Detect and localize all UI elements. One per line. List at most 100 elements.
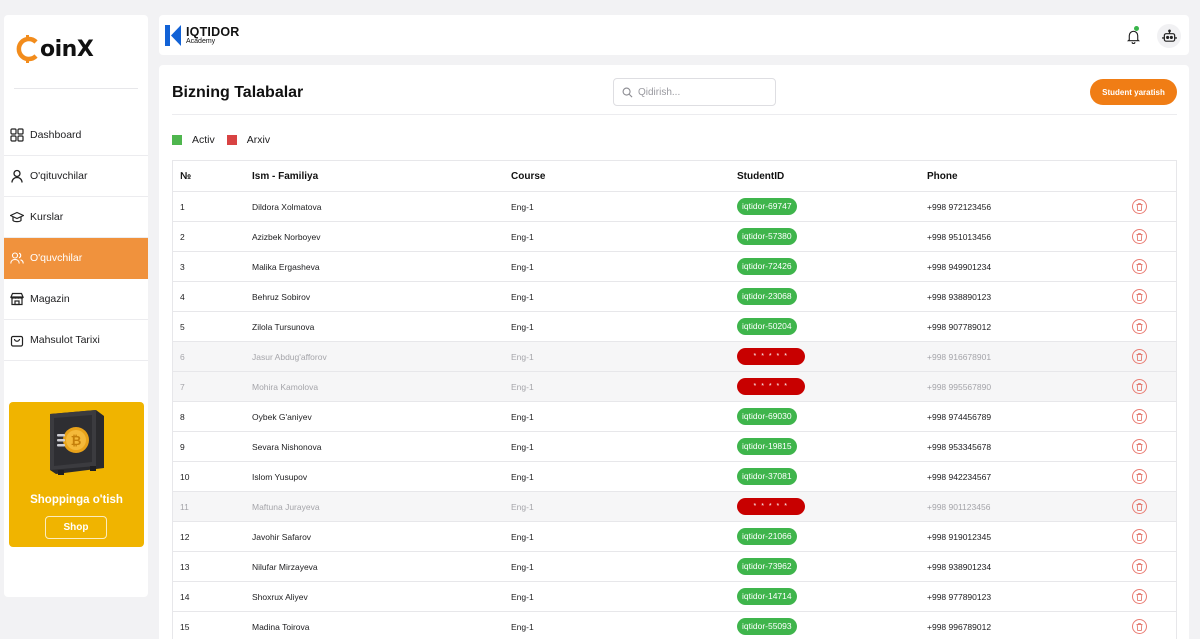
- brand-name: IQTIDOR: [186, 24, 240, 39]
- delete-button[interactable]: [1132, 289, 1147, 304]
- notification-bell-icon[interactable]: [1122, 25, 1144, 47]
- sidebar-item-label: Dashboard: [30, 129, 82, 141]
- student-course: Eng-1: [511, 321, 534, 332]
- student-name: Islom Yusupov: [252, 471, 308, 482]
- sidebar-item-students[interactable]: O'quvchilar: [4, 238, 148, 279]
- delete-button[interactable]: [1132, 319, 1147, 334]
- delete-button[interactable]: [1132, 229, 1147, 244]
- row-number: 12: [180, 531, 190, 542]
- student-course: Eng-1: [511, 201, 534, 212]
- trash-icon: [1136, 592, 1143, 601]
- row-number: 9: [180, 441, 185, 452]
- sidebar-item-dashboard[interactable]: Dashboard: [4, 115, 148, 156]
- table-row[interactable]: 6 Jasur Abdug'afforov Eng-1 * * * * * +998 9…: [173, 342, 1176, 372]
- row-number: 7: [180, 381, 185, 392]
- column-header-course: Course: [511, 170, 546, 182]
- users-icon: [10, 251, 24, 265]
- table-row[interactable]: 3 Malika Ergasheva Eng-1 iqtidor-72426 +998 …: [173, 252, 1176, 282]
- student-id-badge: iqtidor-72426: [737, 258, 797, 275]
- student-id-badge: iqtidor-37081: [737, 468, 797, 485]
- sidebar-item-product-history[interactable]: Mahsulot Tarixi: [4, 320, 148, 361]
- delete-button[interactable]: [1132, 349, 1147, 364]
- shop-button[interactable]: Shop: [45, 516, 107, 539]
- table-row[interactable]: 14 Shoxrux Aliyev Eng-1 iqtidor-14714 +998 9…: [173, 582, 1176, 612]
- student-phone: +998 949901234: [927, 261, 992, 272]
- delete-button[interactable]: [1132, 409, 1147, 424]
- sidebar-item-courses[interactable]: Kurslar: [4, 197, 148, 238]
- student-name: Behruz Sobirov: [252, 291, 311, 302]
- trash-icon: [1136, 202, 1143, 211]
- promo-title: Shoppinga o'tish: [30, 494, 123, 506]
- user-icon: [10, 169, 24, 183]
- robot-assistant-icon[interactable]: [1157, 24, 1181, 48]
- table-row[interactable]: 13 Nilufar Mirzayeva Eng-1 iqtidor-73962 +99…: [173, 552, 1176, 582]
- student-id-badge: * * * * *: [737, 498, 805, 515]
- student-name: Azizbek Norboyev: [252, 231, 321, 242]
- trash-icon: [1136, 322, 1143, 331]
- table-row[interactable]: 7 Mohira Kamolova Eng-1 * * * * * +998 99556…: [173, 372, 1176, 402]
- brand-subtitle: Academy: [186, 37, 216, 45]
- students-table: № Ism - Familiya Course StudentID Phone …: [172, 160, 1177, 639]
- table-row[interactable]: 11 Maftuna Jurayeva Eng-1 * * * * * +998 901…: [173, 492, 1176, 522]
- delete-button[interactable]: [1132, 529, 1147, 544]
- table-row[interactable]: 8 Oybek G'aniyev Eng-1 iqtidor-69030 +998 97…: [173, 402, 1176, 432]
- table-row[interactable]: 4 Behruz Sobirov Eng-1 iqtidor-23068 +998 93…: [173, 282, 1176, 312]
- student-id-badge: iqtidor-55093: [737, 618, 797, 635]
- student-id-badge: iqtidor-21066: [737, 528, 797, 545]
- table-row[interactable]: 15 Madina Toirova Eng-1 iqtidor-55093 +998 9…: [173, 612, 1176, 639]
- delete-button[interactable]: [1132, 559, 1147, 574]
- sidebar-item-store[interactable]: Magazin: [4, 279, 148, 320]
- student-id-badge: iqtidor-57380: [737, 228, 797, 245]
- coinx-logo[interactable]: oinX: [15, 33, 94, 65]
- iqtidor-brand[interactable]: IQTIDOR Academy: [165, 25, 239, 46]
- sidebar-item-label: Kurslar: [30, 211, 64, 223]
- row-number: 1: [180, 201, 185, 212]
- divider: [14, 88, 138, 89]
- table-row[interactable]: 9 Sevara Nishonova Eng-1 iqtidor-19815 +998 …: [173, 432, 1176, 462]
- student-phone: +998 951013456: [927, 231, 992, 242]
- search-input[interactable]: [638, 86, 768, 98]
- trash-icon: [1136, 502, 1143, 511]
- active-swatch: [172, 135, 182, 145]
- table-row[interactable]: 10 Islom Yusupov Eng-1 iqtidor-37081 +998 94…: [173, 462, 1176, 492]
- delete-button[interactable]: [1132, 589, 1147, 604]
- student-id-badge: * * * * *: [737, 348, 805, 365]
- delete-button[interactable]: [1132, 259, 1147, 274]
- create-student-button[interactable]: Student yaratish: [1090, 79, 1177, 105]
- table-row[interactable]: 1 Dildora Xolmatova Eng-1 iqtidor-69747 +998…: [173, 192, 1176, 222]
- student-name: Mohira Kamolova: [252, 381, 319, 392]
- delete-button[interactable]: [1132, 199, 1147, 214]
- student-phone: +998 974456789: [927, 411, 992, 422]
- student-id-badge: iqtidor-50204: [737, 318, 797, 335]
- archive-swatch: [226, 135, 237, 145]
- search-box[interactable]: [613, 78, 776, 106]
- graduation-cap-icon: [10, 210, 24, 224]
- delete-button[interactable]: [1132, 469, 1147, 484]
- student-phone: +998 916678901: [927, 351, 992, 362]
- sidebar-item-label: Mahsulot Tarixi: [30, 334, 100, 346]
- sidebar-item-teachers[interactable]: O'qituvchilar: [4, 156, 148, 197]
- delete-button[interactable]: [1132, 439, 1147, 454]
- student-course: Eng-1: [511, 441, 534, 452]
- delete-button[interactable]: [1132, 619, 1147, 634]
- trash-icon: [1136, 262, 1143, 271]
- search-icon: [622, 87, 633, 97]
- trash-icon: [1136, 442, 1143, 451]
- table-row[interactable]: 5 Zilola Tursunova Eng-1 iqtidor-50204 +998 …: [173, 312, 1176, 342]
- table-row[interactable]: 12 Javohir Safarov Eng-1 iqtidor-21066 +998 …: [173, 522, 1176, 552]
- student-id-badge: iqtidor-69747: [737, 198, 797, 215]
- trash-icon: [1136, 352, 1143, 361]
- sidebar: oinX Dashboard O'qituvchilar Kurslar O': [4, 15, 148, 597]
- delete-button[interactable]: [1132, 499, 1147, 514]
- notification-dot: [1134, 26, 1139, 31]
- student-id-badge: * * * * *: [737, 378, 805, 395]
- row-number: 8: [180, 411, 185, 422]
- student-phone: +998 919012345: [927, 531, 992, 542]
- student-course: Eng-1: [511, 591, 534, 602]
- row-number: 4: [180, 291, 185, 302]
- student-phone: +998 901123456: [927, 501, 991, 512]
- legend-archive-label: Arxiv: [246, 134, 271, 146]
- student-course: Eng-1: [511, 351, 534, 362]
- delete-button[interactable]: [1132, 379, 1147, 394]
- table-row[interactable]: 2 Azizbek Norboyev Eng-1 iqtidor-57380 +998 …: [173, 222, 1176, 252]
